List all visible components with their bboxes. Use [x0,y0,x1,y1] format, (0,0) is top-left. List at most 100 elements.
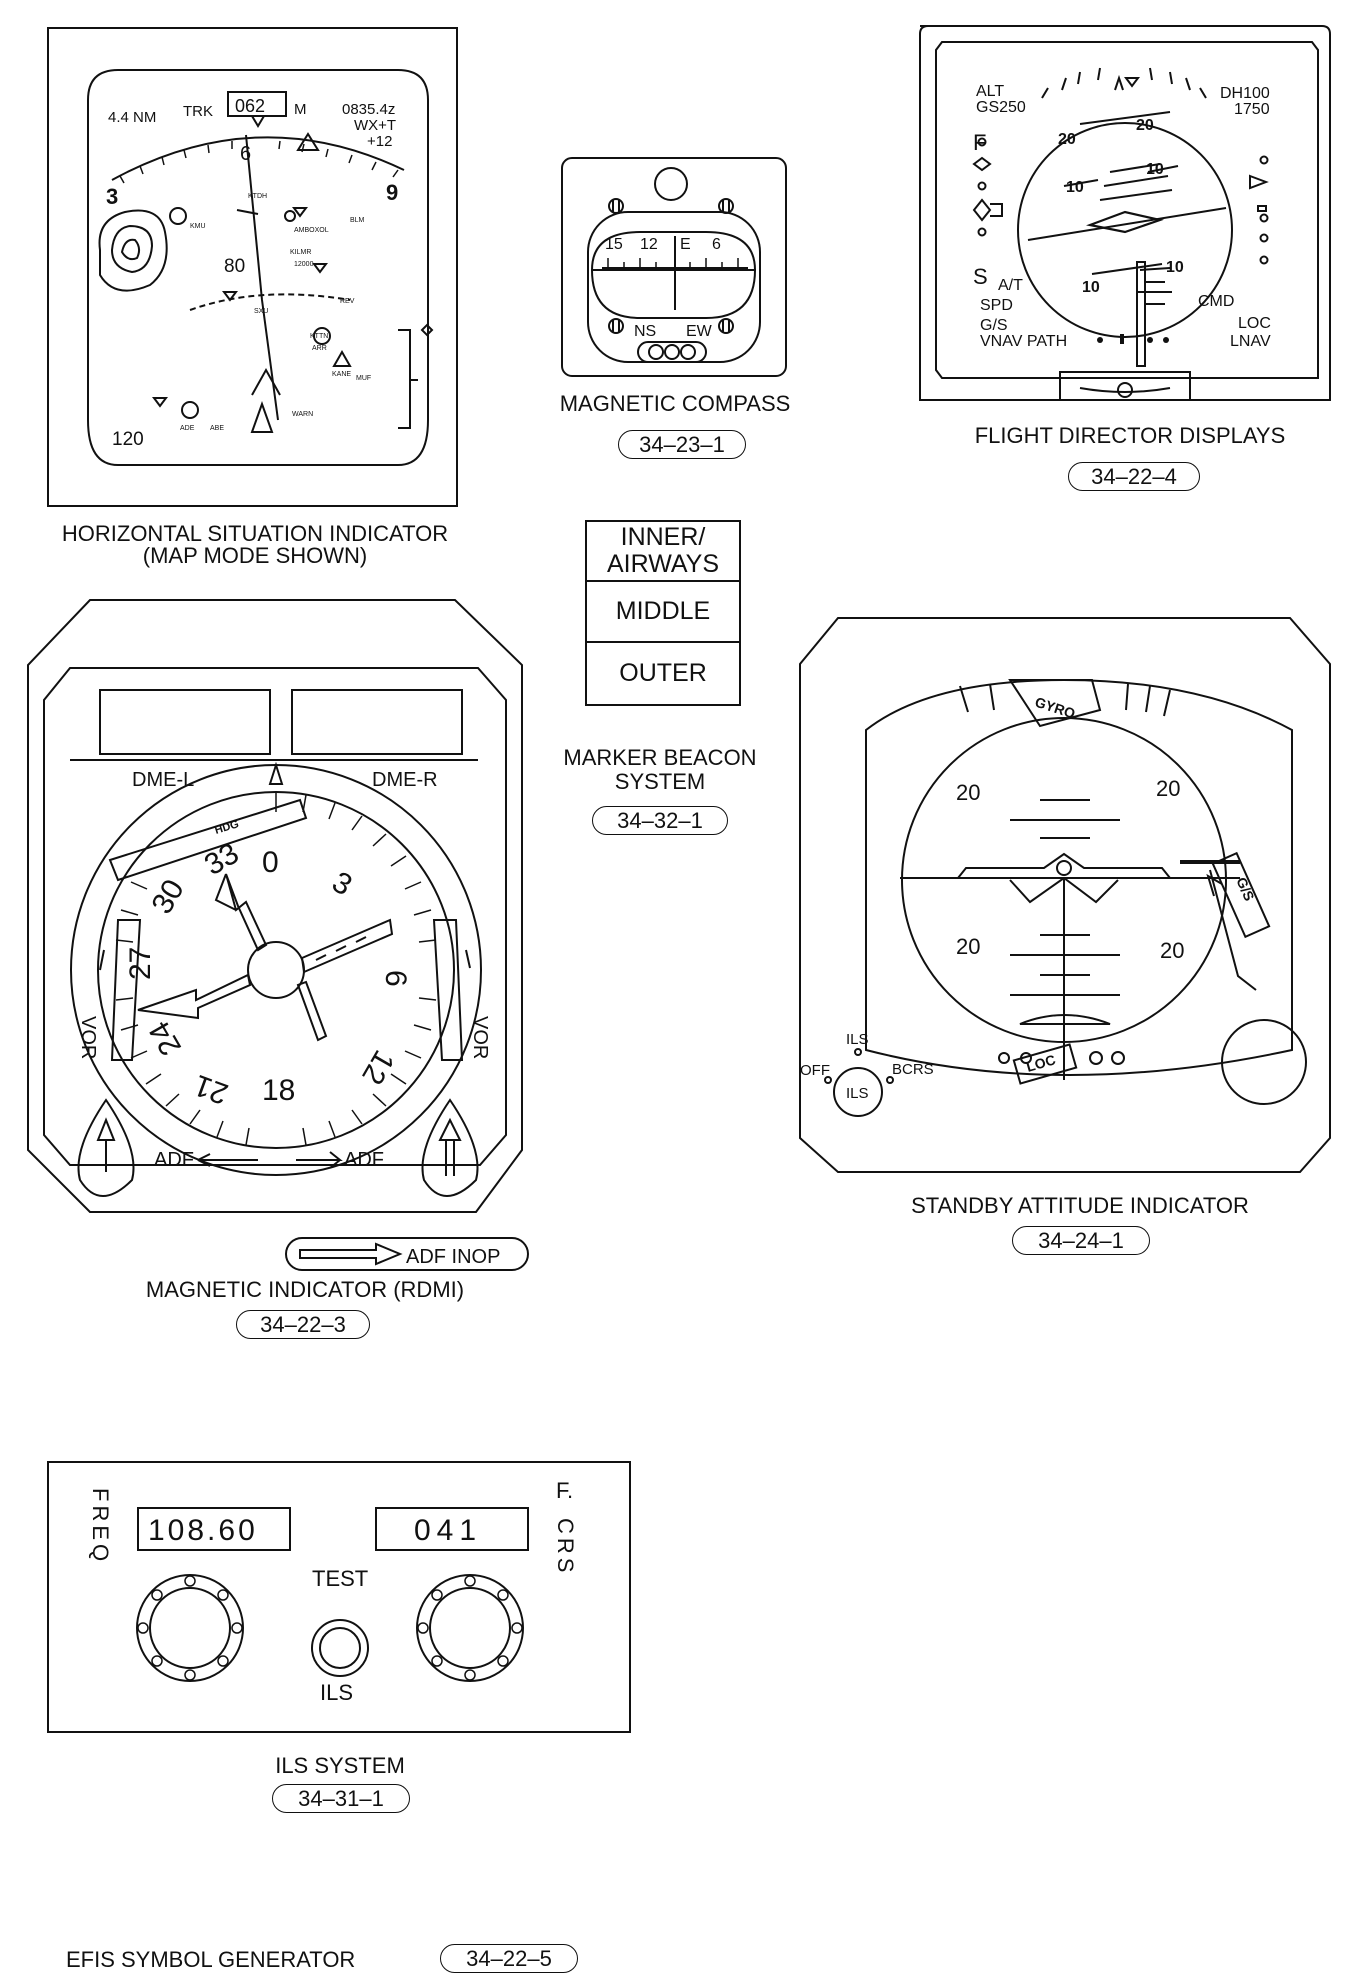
hsi-scale-3: 3 [106,184,118,209]
ils-freq-label: FREQ [88,1488,113,1565]
marker-caption-2: SYSTEM [614,769,706,794]
hsi-time: 0835.4z [342,101,395,118]
sai-20-lr: 20 [1160,938,1184,963]
hsi-wpt-sxu: SXU [254,308,268,315]
fdd-cmd: CMD [1198,293,1234,310]
hsi-range-mid: 80 [224,256,245,277]
sai-20-ul: 20 [956,780,980,805]
rdmi-adf-l: ADF [154,1149,194,1171]
hsi-offset: +12 [367,133,392,150]
efis-ref: 34–22–5 [440,1944,578,1973]
marker-outer: OUTER [619,659,707,687]
standby-attitude-indicator [799,617,1331,1173]
hsi-wpt-blm: BLM [350,217,365,224]
sai-bcrs: BCRS [892,1061,934,1078]
rdmi-instrument [27,599,529,1271]
fdd-dh: DH100 [1220,85,1270,102]
compass-6: 6 [712,236,721,253]
marker-middle: MIDDLE [587,582,739,643]
hsi-wpt-rev: REV [340,298,355,305]
hsi-heading: 062 [235,96,265,116]
hsi-display [47,27,458,507]
rdmi-vor-r: VOR [469,1016,491,1059]
marker-beacon-panel: INNER/ AIRWAYS MIDDLE OUTER [585,520,741,706]
hsi-scale-6: 6 [240,143,251,165]
ils-ils: ILS [320,1680,353,1705]
compass-15: 15 [605,236,623,253]
fdd-p20-l: 20 [1058,131,1076,148]
rdmi-n6: 6 [379,970,412,987]
ils-crs-label-1: F. [556,1478,573,1503]
fdd-dh-val: 1750 [1234,101,1270,118]
hsi-wx: WX+T [354,117,396,134]
sai-20-ll: 20 [956,934,980,959]
sai-20-ur: 20 [1156,776,1180,801]
ils-freq: 108.60 [148,1514,258,1547]
rdmi-vor-l: VOR [77,1016,99,1059]
hsi-wpt-ambox: AMBOXOL [294,227,329,234]
hsi-mag: M [294,101,307,118]
rdmi-n21: 21 [190,1068,233,1110]
ils-crs-label-2: CRS [553,1518,578,1576]
ils-control-panel [47,1461,631,1733]
fdd-p10-r: 10 [1146,161,1164,178]
flight-director-display [919,25,1331,401]
compass-e: E [680,236,691,253]
fdd-loc: LOC [1238,315,1271,332]
rdmi-hdg: HDG [213,818,240,837]
hsi-wpt-kilmr: KILMR [290,249,311,256]
rdmi-n24: 24 [143,1016,188,1061]
fdd-gs: GS250 [976,99,1026,116]
sai-gs: G/S [1233,875,1257,904]
hsi-wpt-ade: ADE [180,425,195,432]
rdmi-ref: 34–22–3 [236,1310,370,1339]
sai-ils-top: ILS [846,1031,869,1048]
hsi-caption-1: HORIZONTAL SITUATION INDICATOR [61,521,449,546]
fdd-alt: ALT [976,83,1004,100]
compass-12: 12 [640,236,658,253]
fdd-m10-r: 10 [1166,259,1184,276]
rdmi-caption: MAGNETIC INDICATOR (RDMI) [145,1277,465,1302]
rdmi-n30: 30 [145,874,190,919]
hsi-wpt-abe: ABE [210,425,224,432]
fdd-caption: FLIGHT DIRECTOR DISPLAYS [974,423,1286,448]
hsi-wpt-muf: MUF [356,375,371,382]
fdd-vnav: VNAV PATH [980,333,1067,350]
rdmi-inop: ADF INOP [406,1246,500,1268]
fdd-at: A/T [998,277,1023,294]
fdd-s: S [973,264,988,289]
hsi-trk: TRK [183,103,213,120]
compass-caption: MAGNETIC COMPASS [559,391,791,416]
rdmi-n27: 27 [124,947,157,980]
marker-inner: INNER/ AIRWAYS [587,522,739,582]
fdd-p20-r: 20 [1136,117,1154,134]
rdmi-dme-l: DME-L [132,769,194,791]
hsi-wpt-kane: KANE [332,371,351,378]
rdmi-n12: 12 [355,1045,400,1090]
magnetic-compass [561,157,787,377]
hsi-wpt-ktdh: KTDH [248,193,267,200]
rdmi-adf-r: ADF [344,1149,384,1171]
fdd-m10-l: 10 [1082,279,1100,296]
fdd-ref: 34–22–4 [1068,462,1200,491]
hsi-wpt-warn: WARN [292,411,313,418]
hsi-wpt-arr: ARR [312,345,327,352]
fdd-f: F [973,130,986,155]
hsi-range: 4.4 NM [108,109,156,126]
hsi-wpt-kmu: KMU [190,223,206,230]
marker-ref: 34–32–1 [592,806,728,835]
rdmi-n0: 0 [262,846,279,879]
hsi-wpt-12000: 12000 [294,261,314,268]
compass-ns: NS [634,323,656,340]
sai-ils-knob: ILS [846,1085,869,1102]
rdmi-n3: 3 [327,865,358,902]
hsi-scale-9: 9 [386,180,398,205]
fdd-gs2: G/S [980,317,1008,334]
ils-ref: 34–31–1 [272,1784,410,1813]
compass-ref: 34–23–1 [618,430,746,459]
rdmi-n33: 33 [199,837,244,882]
rdmi-n18: 18 [262,1074,295,1107]
efis-caption: EFIS SYMBOL GENERATOR [66,1947,356,1972]
sai-loc: LOC [1024,1051,1057,1075]
